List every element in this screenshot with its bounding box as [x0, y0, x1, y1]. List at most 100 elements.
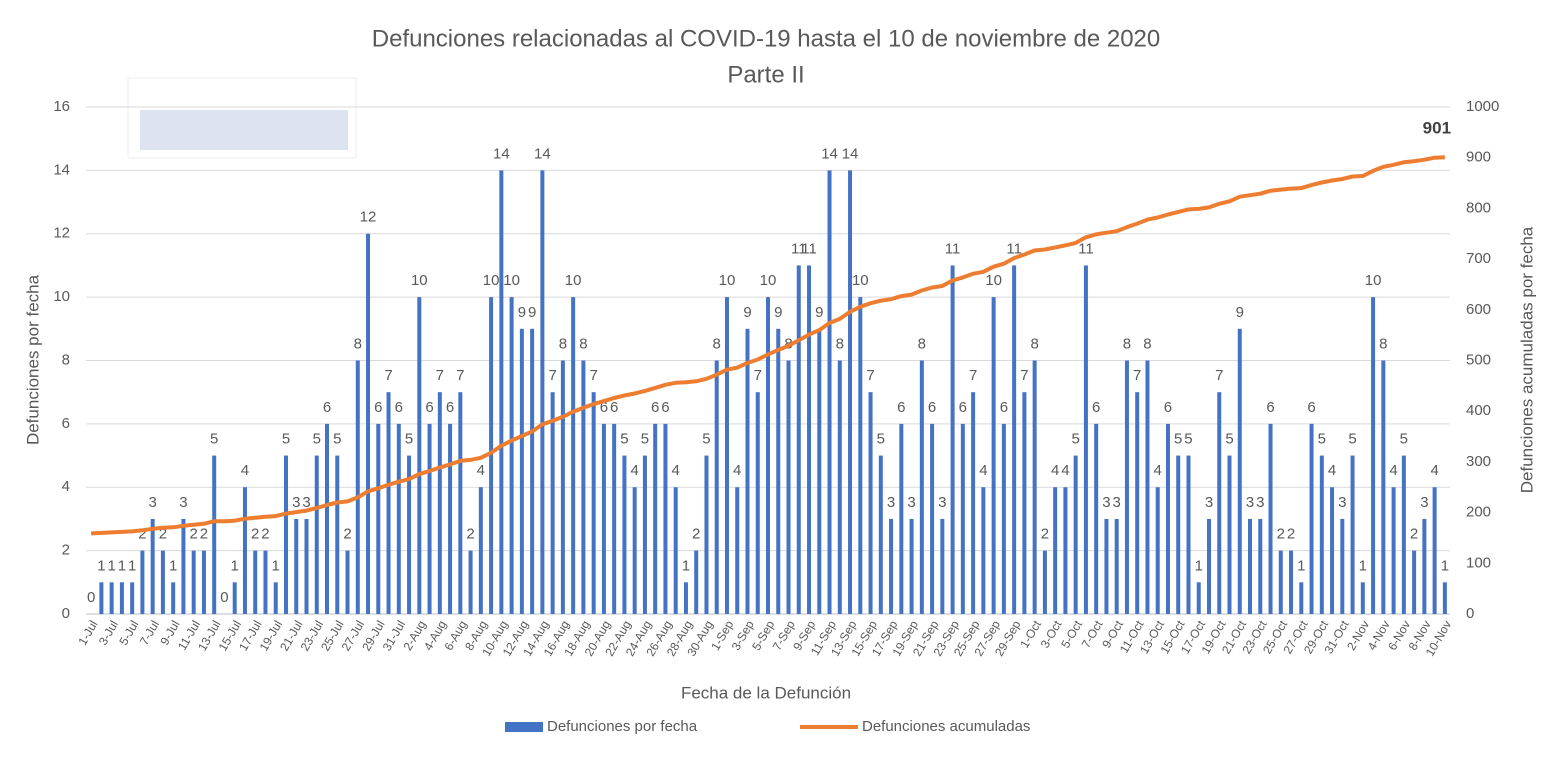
bar-value-label: 2 [261, 526, 269, 543]
bar-value-label: 5 [620, 431, 628, 448]
bar [1391, 487, 1396, 614]
bar [181, 518, 186, 614]
bar-value-label: 10 [719, 272, 736, 289]
bar-value-label: 14 [821, 145, 838, 162]
bar-value-label: 6 [1307, 399, 1315, 416]
bar [1083, 265, 1088, 614]
y2-tick-label: 800 [1466, 199, 1491, 216]
bar-value-label: 6 [323, 399, 331, 416]
chart-subtitle: Parte II [727, 61, 804, 88]
bar [1145, 360, 1150, 614]
bar-value-label: 0 [220, 589, 228, 606]
bar [714, 360, 719, 614]
bar-value-label: 10 [565, 272, 582, 289]
bar [1248, 518, 1253, 614]
bar-value-label: 10 [503, 272, 520, 289]
bar-value-label: 9 [743, 304, 751, 321]
bar-value-label: 5 [210, 431, 218, 448]
bar [858, 297, 863, 614]
bar [263, 550, 268, 614]
bar-value-label: 4 [241, 462, 249, 479]
bar-value-label: 3 [1205, 494, 1213, 511]
bar-value-label: 9 [774, 304, 782, 321]
bar-value-label: 7 [456, 367, 464, 384]
x-tick-label: 7-Jul [137, 618, 162, 648]
bar [981, 487, 986, 614]
bar [150, 518, 155, 614]
bar-value-label: 6 [446, 399, 454, 416]
bar-value-label: 5 [1348, 431, 1356, 448]
bar-value-label: 1 [97, 557, 105, 574]
bar-value-label: 1 [231, 557, 239, 574]
bar [1350, 455, 1355, 614]
bar-value-label: 3 [938, 494, 946, 511]
bar [827, 170, 832, 614]
bar-value-label: 4 [631, 462, 639, 479]
bar-value-label: 6 [1164, 399, 1172, 416]
bar-value-label: 7 [384, 367, 392, 384]
bar [1186, 455, 1191, 614]
bar [1114, 518, 1119, 614]
bar-value-label: 12 [360, 209, 377, 226]
bar-value-label: 7 [1215, 367, 1223, 384]
bar [1330, 487, 1335, 614]
bar-value-label: 8 [1030, 335, 1038, 352]
bar-value-label: 2 [138, 526, 146, 543]
bar-value-label: 5 [1071, 431, 1079, 448]
bar [1124, 360, 1129, 614]
bar [868, 392, 873, 614]
bar-value-label: 1 [272, 557, 280, 574]
bar [1227, 455, 1232, 614]
bar [1371, 297, 1376, 614]
bar [130, 582, 135, 614]
bar [376, 423, 381, 614]
bar-value-label: 4 [1061, 462, 1069, 479]
bar [1053, 487, 1058, 614]
bar-value-label: 2 [1041, 526, 1049, 543]
y-tick-label: 2 [62, 542, 70, 559]
bar [489, 297, 494, 614]
bar-value-label: 7 [1133, 367, 1141, 384]
bar-value-label: 8 [713, 335, 721, 352]
bar-value-label: 6 [1000, 399, 1008, 416]
bar-value-label: 1 [128, 557, 136, 574]
bar [1412, 550, 1417, 614]
bar-value-label: 1 [118, 557, 126, 574]
bar-value-label: 3 [179, 494, 187, 511]
bar-value-label: 3 [302, 494, 310, 511]
x-axis-title: Fecha de la Defunción [681, 683, 851, 702]
bar [119, 582, 124, 614]
bar [160, 550, 165, 614]
bar [407, 455, 412, 614]
bar-value-label: 8 [559, 335, 567, 352]
bar [796, 265, 801, 614]
bar-value-label: 8 [1143, 335, 1151, 352]
bar [1442, 582, 1447, 614]
bar-value-label: 5 [1400, 431, 1408, 448]
bar [817, 328, 822, 614]
y-tick-label: 16 [53, 98, 70, 115]
bar [950, 265, 955, 614]
bar-value-label: 5 [1318, 431, 1326, 448]
bar-value-label: 4 [733, 462, 741, 479]
bar-value-label: 5 [1174, 431, 1182, 448]
cumulative-line [91, 155, 1445, 536]
bar [314, 455, 319, 614]
bar [109, 582, 114, 614]
y2-tick-label: 700 [1466, 250, 1491, 267]
bar [304, 518, 309, 614]
y-tick-label: 6 [62, 415, 70, 432]
bar [1094, 423, 1099, 614]
bar [960, 423, 965, 614]
bar [468, 550, 473, 614]
y2-tick-label: 900 [1466, 149, 1491, 166]
y2-tick-label: 400 [1466, 402, 1491, 419]
bar-value-label: 4 [672, 462, 680, 479]
bar-value-label: 1 [107, 557, 115, 574]
bar [273, 582, 278, 614]
bar [653, 423, 658, 614]
chart-title: Defunciones relacionadas al COVID-19 has… [372, 25, 1160, 52]
y-tick-label: 8 [62, 351, 70, 368]
bar [437, 392, 442, 614]
bar-value-label: 3 [1338, 494, 1346, 511]
